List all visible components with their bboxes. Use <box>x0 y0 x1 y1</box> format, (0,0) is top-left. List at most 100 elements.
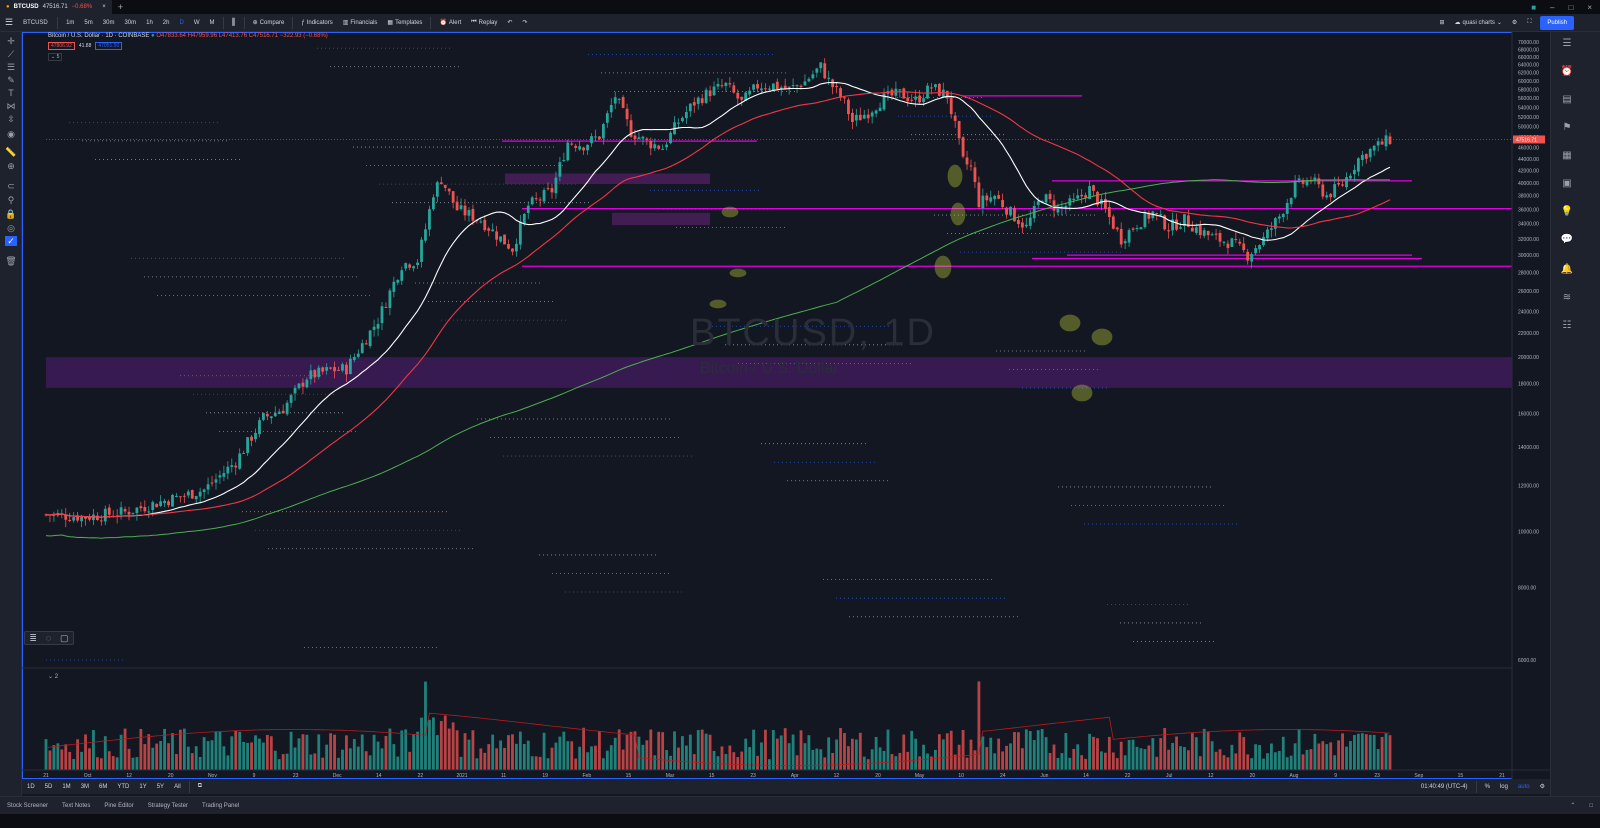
collapse-panel-icon[interactable]: ⌃ <box>1570 803 1576 809</box>
financials-button[interactable]: ▥ Financials <box>338 19 383 27</box>
minimize-icon[interactable]: – <box>1550 2 1555 12</box>
hotlist-icon[interactable]: ⚑ <box>1562 122 1572 133</box>
favorites-icon[interactable]: ✓ <box>5 236 17 246</box>
menu-icon[interactable]: ☰ <box>5 17 14 27</box>
new-tab-icon[interactable]: + <box>117 2 123 12</box>
tab-stock-screener[interactable]: Stock Screener <box>7 802 49 809</box>
interval-2h[interactable]: 2h <box>162 19 170 26</box>
browser-tab[interactable]: ● BTCUSD 47516.71 −0.68% × <box>0 0 112 14</box>
tab-pine-editor[interactable]: Pine Editor <box>104 802 134 809</box>
auto-scale-toggle[interactable]: auto <box>1517 783 1530 790</box>
watchlist-icon[interactable]: ☰ <box>1562 38 1572 49</box>
interval-m[interactable]: M <box>209 19 215 26</box>
replay-button[interactable]: ⏮ Replay <box>466 19 502 26</box>
sell-price[interactable]: 47806.92 <box>48 42 75 50</box>
volume-bar <box>1084 758 1088 770</box>
buy-price[interactable]: 47051.50 <box>95 42 123 50</box>
candle-body <box>424 229 427 241</box>
timeframe-6m[interactable]: 6M <box>99 783 108 790</box>
pattern-icon[interactable]: ⋈ <box>6 101 16 111</box>
order-panel-icon[interactable]: ☷ <box>1562 320 1572 331</box>
candle-body <box>534 198 538 200</box>
tab-strategy-tester[interactable]: Strategy Tester <box>147 802 188 809</box>
interval-d[interactable]: D <box>179 19 184 26</box>
timeframe-1d[interactable]: 1D <box>27 783 35 790</box>
trend-line-icon[interactable]: ⟋ <box>7 49 15 59</box>
alert-button[interactable]: ⏰ Alert <box>434 19 466 27</box>
close-tab-icon[interactable]: × <box>102 4 106 10</box>
timeframe-3m[interactable]: 3M <box>80 783 90 790</box>
text-icon[interactable]: T <box>8 88 14 98</box>
volume-bar <box>985 747 989 770</box>
volume-bar <box>1356 733 1360 770</box>
goto-date-icon[interactable]: ⧉ <box>197 783 203 789</box>
stream-icon[interactable]: ≋ <box>1562 292 1572 303</box>
chevron-down-icon[interactable]: ⌄ <box>48 674 54 680</box>
timeframe-1m[interactable]: 1M <box>62 783 71 790</box>
symbol-search[interactable]: BTCUSD <box>23 19 48 26</box>
candle-body <box>732 85 736 93</box>
data-window-icon[interactable]: ▤ <box>1562 94 1572 105</box>
percent-scale-toggle[interactable]: % <box>1484 783 1490 790</box>
hide-drawings-icon[interactable]: ◎ <box>7 223 15 233</box>
chat-icon[interactable]: 💬 <box>1560 234 1574 245</box>
lock-drawing-icon[interactable]: ⚲ <box>7 195 15 205</box>
profile-icon[interactable]: ■ <box>1531 2 1537 12</box>
notifications-bell-icon[interactable]: 🔔 <box>1560 264 1574 275</box>
news-icon[interactable]: ▣ <box>1562 178 1572 189</box>
indicators-toggle[interactable]: ⌄ 5 <box>48 53 63 61</box>
alerts-clock-icon[interactable]: ⏰ <box>1560 66 1574 77</box>
templates-button[interactable]: ▦ Templates <box>382 19 427 27</box>
volume-bar <box>684 745 688 770</box>
settings-gear-icon[interactable]: ⚙ <box>1511 20 1518 26</box>
trash-icon[interactable]: 🗑 <box>5 256 17 266</box>
layout-menu[interactable]: ☁ quasi charts ⌄ <box>1450 19 1507 27</box>
undo-icon[interactable]: ↶ <box>507 20 513 26</box>
tab-text-notes[interactable]: Text Notes <box>62 802 91 809</box>
interval-30m-a[interactable]: 30m <box>102 19 115 26</box>
timeframe-5d[interactable]: 5D <box>44 783 53 790</box>
compare-button[interactable]: ⊕ Compare <box>248 19 290 27</box>
magnet-icon[interactable]: ⊂ <box>7 181 15 191</box>
measure-range-icon[interactable]: ⇳ <box>7 114 15 124</box>
frame-icon[interactable]: ▢ <box>60 632 69 643</box>
list-icon[interactable]: ≣ <box>29 632 37 643</box>
close-window-icon[interactable]: × <box>1587 2 1592 12</box>
tab-trading-panel[interactable]: Trading Panel <box>202 802 240 809</box>
lock-icon[interactable]: 🔒 <box>5 209 17 219</box>
calendar-icon[interactable]: ▦ <box>1562 150 1572 161</box>
horizontal-lines-icon[interactable]: ☰ <box>6 62 16 72</box>
publish-button[interactable]: Publish <box>1540 16 1574 30</box>
interval-30m-b[interactable]: 30m <box>124 19 137 26</box>
crosshair-icon[interactable]: ✛ <box>7 36 15 46</box>
candle-body <box>1234 239 1238 241</box>
chart-type-button[interactable]: ⫼ <box>227 17 241 28</box>
timeframe-ytd[interactable]: YTD <box>117 783 130 790</box>
clock-readout[interactable]: 01:40:49 (UTC-4) <box>1420 783 1468 790</box>
volume-bar <box>961 729 965 770</box>
chart-legend: Bitcoin / U.S. Dollar · 1D · COINBASE ● … <box>48 33 328 39</box>
eye-icon[interactable]: ◉ <box>7 129 15 139</box>
zoom-in-icon[interactable]: ⊕ <box>7 161 15 171</box>
interval-1m[interactable]: 1m <box>66 19 75 26</box>
maximize-icon[interactable]: □ <box>1568 2 1574 12</box>
brush-icon[interactable]: ✎ <box>7 75 15 85</box>
timeframe-1y[interactable]: 1Y <box>139 783 147 790</box>
fullscreen-icon[interactable]: ⛶ <box>1527 19 1532 25</box>
candle-body <box>1376 141 1380 146</box>
timeframe-5y[interactable]: 5Y <box>156 783 165 790</box>
scale-settings-icon[interactable]: ⚙ <box>1539 784 1545 790</box>
indicators-button[interactable]: ƒ Indicators <box>296 20 337 26</box>
maximize-panel-icon[interactable]: □ <box>1589 802 1593 809</box>
visibility-icon[interactable]: ◌ <box>45 633 52 643</box>
redo-icon[interactable]: ↷ <box>522 20 528 26</box>
interval-1h[interactable]: 1h <box>146 19 153 26</box>
interval-w[interactable]: W <box>193 19 200 26</box>
interval-5m[interactable]: 5m <box>84 19 93 26</box>
ruler-icon[interactable]: 📏 <box>5 147 17 157</box>
ideas-bulb-icon[interactable]: 💡 <box>1560 206 1574 217</box>
log-scale-toggle[interactable]: log <box>1499 783 1508 790</box>
timeframe-all[interactable]: All <box>174 783 181 790</box>
layout-grid-icon[interactable]: ⊞ <box>1439 20 1445 26</box>
candlestick-chart[interactable]: 6000.00 8000.00 10000.00 12000.00 14000.00 16… <box>22 32 1550 779</box>
